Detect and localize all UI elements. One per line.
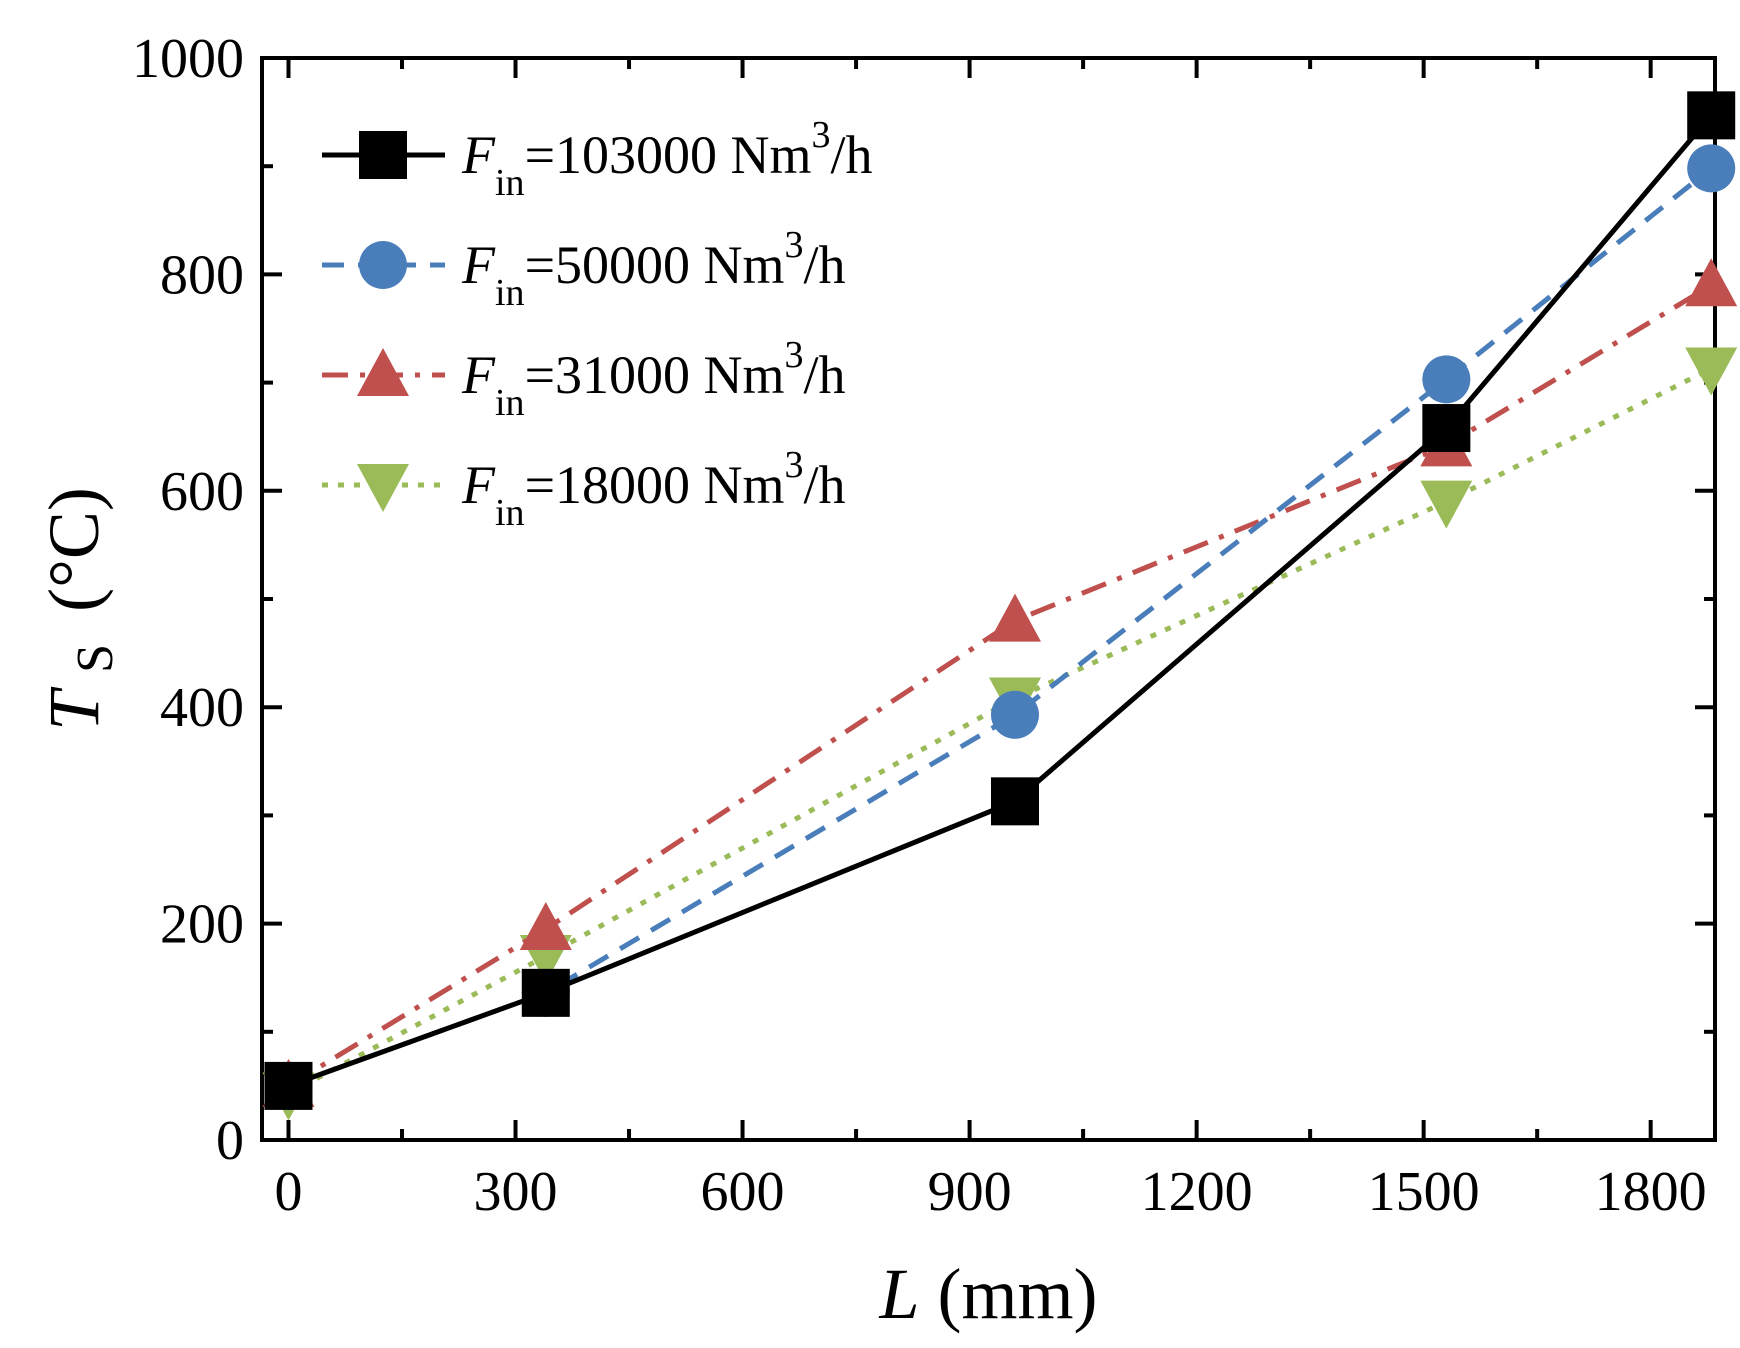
legend-superscript: 3 (785, 444, 804, 486)
x-tick-label: 0 (274, 1161, 302, 1223)
y-axis-title: T S (°C) (34, 487, 128, 731)
y-tick-label: 1000 (132, 28, 244, 90)
legend-symbol: F (461, 345, 496, 405)
legend-symbol: F (461, 235, 496, 295)
legend-label: Fin=50000 Nm3/h (461, 224, 846, 314)
legend-marker (359, 131, 407, 179)
legend-symbol: F (461, 125, 496, 185)
axes: 0 300 600 900 1200 1500 1800 0 200 400 600 800 1000 (132, 28, 1717, 1223)
legend-entry-2: Fin=50000 Nm3/h (322, 224, 846, 314)
series-layer (262, 91, 1738, 1121)
legend-entry-4: Fin=18000 Nm3/h (322, 444, 846, 534)
legend-subscript: in (495, 272, 525, 314)
legend-unit: /h (831, 125, 873, 185)
data-point (1687, 91, 1736, 140)
legend-value: =18000 Nm (525, 455, 785, 515)
legend-value: =31000 Nm (525, 345, 785, 405)
y-tick-label: 400 (160, 677, 244, 739)
y-tick-label: 0 (216, 1110, 244, 1172)
data-point (1685, 347, 1738, 396)
legend-subscript: in (495, 162, 525, 204)
legend-unit: /h (804, 455, 846, 515)
data-point (990, 777, 1039, 826)
legend-marker (359, 241, 407, 289)
x-axis-unit: (mm) (938, 1254, 1098, 1334)
x-tick-label: 1200 (1141, 1161, 1253, 1223)
series-line (287, 113, 1714, 1089)
data-point (988, 593, 1041, 642)
legend-value: =50000 Nm (525, 235, 785, 295)
legend-label: Fin=103000 Nm3/h (461, 114, 873, 204)
data-point (264, 1061, 313, 1110)
legend-subscript: in (495, 382, 525, 424)
data-point (1687, 144, 1736, 193)
data-point (521, 968, 570, 1017)
legend-symbol: F (461, 455, 496, 515)
legend-entry-1: Fin=103000 Nm3/h (322, 114, 873, 204)
x-tick-label: 300 (474, 1161, 558, 1223)
y-tick-label: 800 (160, 244, 244, 306)
x-tick-label: 900 (928, 1161, 1012, 1223)
series-line (287, 283, 1713, 1089)
series-line (287, 366, 1713, 1096)
plot-frame (260, 56, 1717, 1142)
data-point (519, 902, 572, 951)
legend-marker (357, 464, 409, 512)
y-axis-unit: (°C) (34, 487, 114, 612)
legend-label: Fin=31000 Nm3/h (461, 334, 846, 424)
legend-superscript: 3 (785, 224, 804, 266)
legend-superscript: 3 (812, 114, 831, 156)
series-1 (264, 91, 1736, 1110)
legend-entry-3: Fin=31000 Nm3/h (322, 334, 846, 424)
x-tick-label: 1800 (1595, 1161, 1707, 1223)
y-axis-symbol: T (34, 686, 114, 731)
y-tick-label: 200 (160, 894, 244, 956)
data-point (1420, 480, 1473, 529)
legend-value: =103000 Nm (525, 125, 812, 185)
data-point (1422, 404, 1471, 453)
data-point (1422, 355, 1471, 404)
y-tick-label: 600 (160, 461, 244, 523)
x-axis-symbol: L (878, 1254, 919, 1334)
legend-marker (357, 348, 409, 396)
x-axis-title: L (mm) (878, 1254, 1097, 1334)
legend-subscript: in (495, 492, 525, 534)
axis-titles: L (mm) T S (°C) (34, 487, 1098, 1334)
data-point (990, 690, 1039, 739)
legend-superscript: 3 (785, 334, 804, 376)
legend-unit: /h (804, 235, 846, 295)
y-axis-subscript: S (67, 644, 124, 673)
legend-label: Fin=18000 Nm3/h (461, 444, 846, 534)
legend-unit: /h (804, 345, 846, 405)
x-tick-label: 1500 (1368, 1161, 1480, 1223)
x-tick-label: 600 (701, 1161, 785, 1223)
data-point (1685, 258, 1738, 307)
